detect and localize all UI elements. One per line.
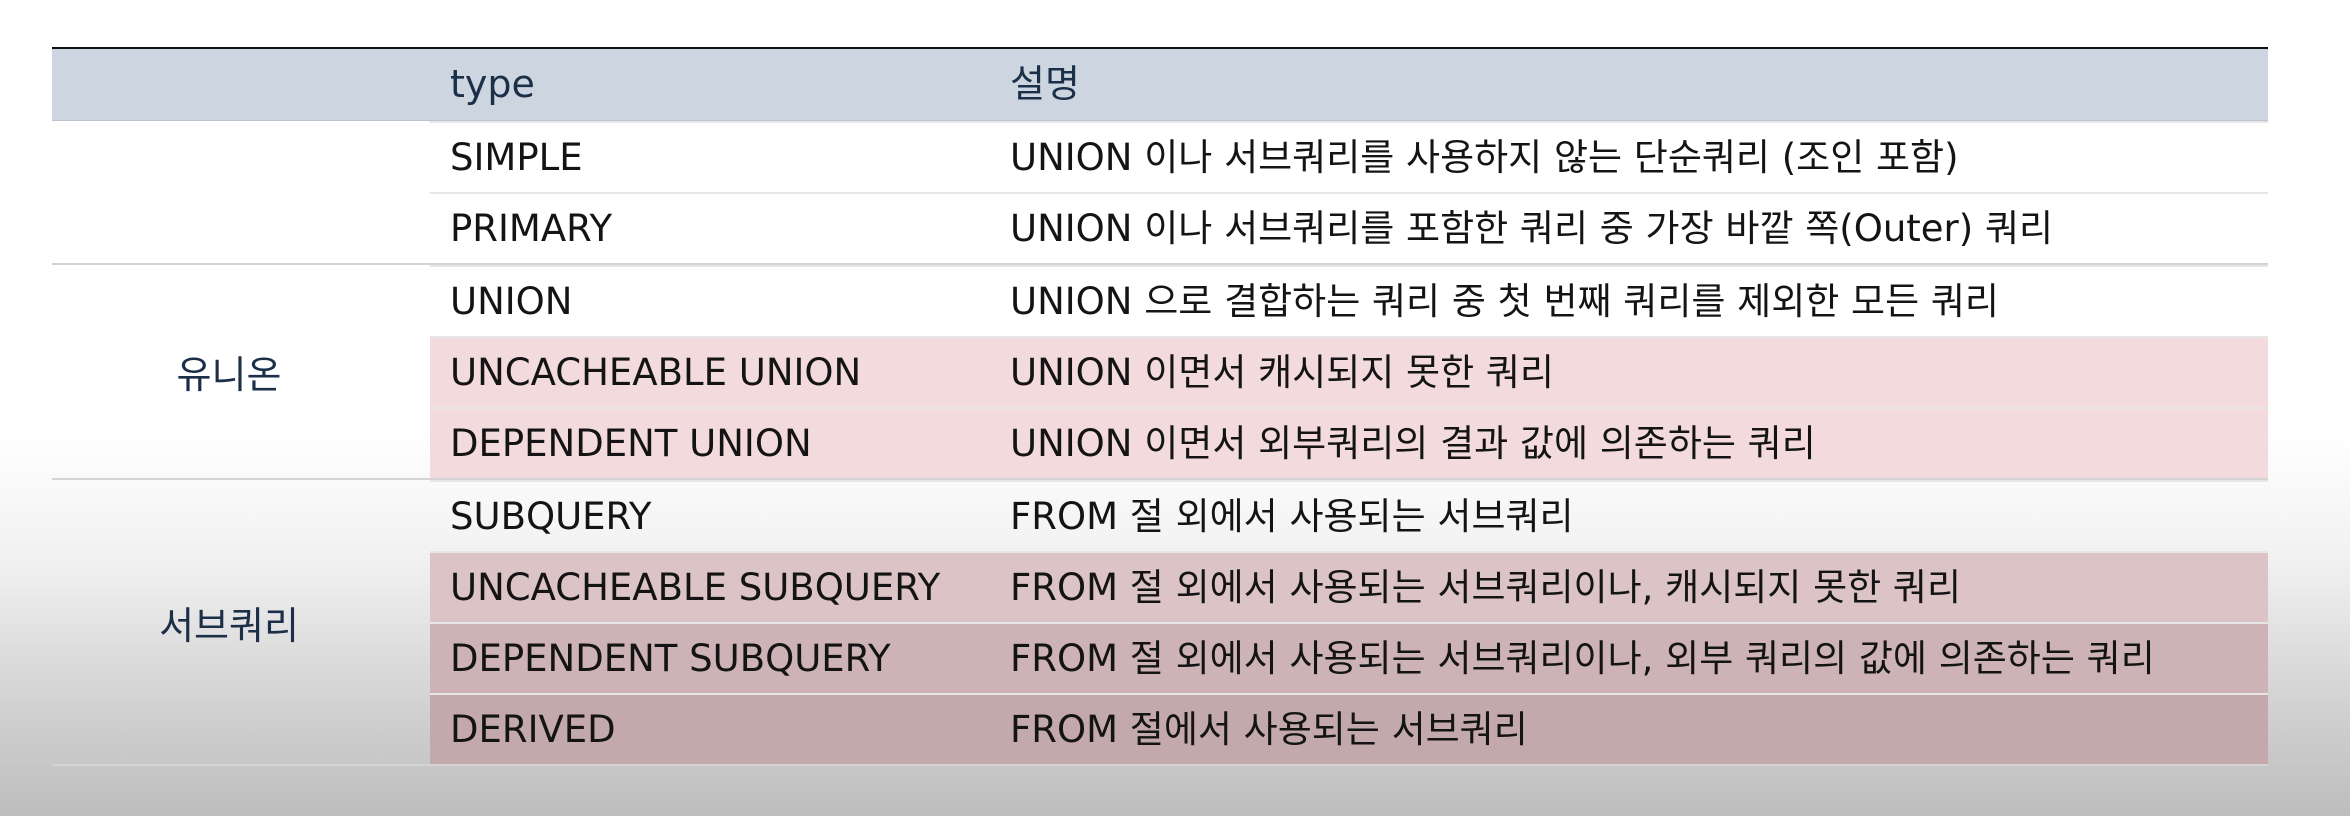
table-row-highlighted: DEPENDENT UNION UNION 이면서 외부쿼리의 결과 값에 의존… [430,407,2268,478]
table-row: SUBQUERY FROM 절 외에서 사용되는 서브쿼리 [430,480,2268,551]
table-row: PRIMARY UNION 이나 서브쿼리를 포함한 쿼리 중 가장 바깥 쪽(… [430,192,2268,263]
group-label [52,121,430,263]
description-cell: FROM 절 외에서 사용되는 서브쿼리 [1010,495,1574,538]
table-row-highlighted: DEPENDENT SUBQUERY FROM 절 외에서 사용되는 서브쿼리이… [430,622,2268,693]
table-row: SIMPLE UNION 이나 서브쿼리를 사용하지 않는 단순쿼리 (조인 포… [430,121,2268,192]
table-row: UNION UNION 으로 결합하는 쿼리 중 첫 번째 쿼리를 제외한 모든… [430,265,2268,336]
type-cell: SIMPLE [450,136,583,179]
group-subquery: 서브쿼리 SUBQUERY FROM 절 외에서 사용되는 서브쿼리 UNCAC… [52,480,2268,766]
type-cell: UNION [450,280,573,323]
header-type: type [450,62,535,106]
description-cell: UNION 이나 서브쿼리를 사용하지 않는 단순쿼리 (조인 포함) [1010,136,1959,179]
description-cell: UNION 이나 서브쿼리를 포함한 쿼리 중 가장 바깥 쪽(Outer) 쿼… [1010,207,2054,250]
header-description: 설명 [1010,62,1080,106]
type-cell: UNCACHEABLE SUBQUERY [450,566,941,609]
type-cell: SUBQUERY [450,495,652,538]
type-cell: DEPENDENT SUBQUERY [450,637,891,680]
table-header: type 설명 [52,49,2268,121]
description-cell: UNION 이면서 외부쿼리의 결과 값에 의존하는 쿼리 [1010,422,1816,465]
type-cell: UNCACHEABLE UNION [450,351,862,394]
description-cell: UNION 으로 결합하는 쿼리 중 첫 번째 쿼리를 제외한 모든 쿼리 [1010,280,1999,323]
table-row-highlighted: DERIVED FROM 절에서 사용되는 서브쿼리 [430,693,2268,764]
description-cell: FROM 절에서 사용되는 서브쿼리 [1010,708,1528,751]
group-label-subquery: 서브쿼리 [159,603,299,648]
group-label-union: 유니온 [176,353,282,397]
type-cell: DEPENDENT UNION [450,422,812,465]
group-basic: SIMPLE UNION 이나 서브쿼리를 사용하지 않는 단순쿼리 (조인 포… [52,121,2268,265]
select-type-table: type 설명 SIMPLE UNION 이나 서브쿼리를 사용하지 않는 단순… [52,47,2268,766]
table-row-highlighted: UNCACHEABLE SUBQUERY FROM 절 외에서 사용되는 서브쿼… [430,551,2268,622]
description-cell: FROM 절 외에서 사용되는 서브쿼리이나, 외부 쿼리의 값에 의존하는 쿼… [1010,637,2155,680]
description-cell: FROM 절 외에서 사용되는 서브쿼리이나, 캐시되지 못한 쿼리 [1010,566,1962,609]
type-cell: DERIVED [450,708,616,751]
description-cell: UNION 이면서 캐시되지 못한 쿼리 [1010,351,1554,394]
group-union: 유니온 UNION UNION 으로 결합하는 쿼리 중 첫 번째 쿼리를 제외… [52,265,2268,480]
table-row-highlighted: UNCACHEABLE UNION UNION 이면서 캐시되지 못한 쿼리 [430,336,2268,407]
type-cell: PRIMARY [450,207,613,250]
